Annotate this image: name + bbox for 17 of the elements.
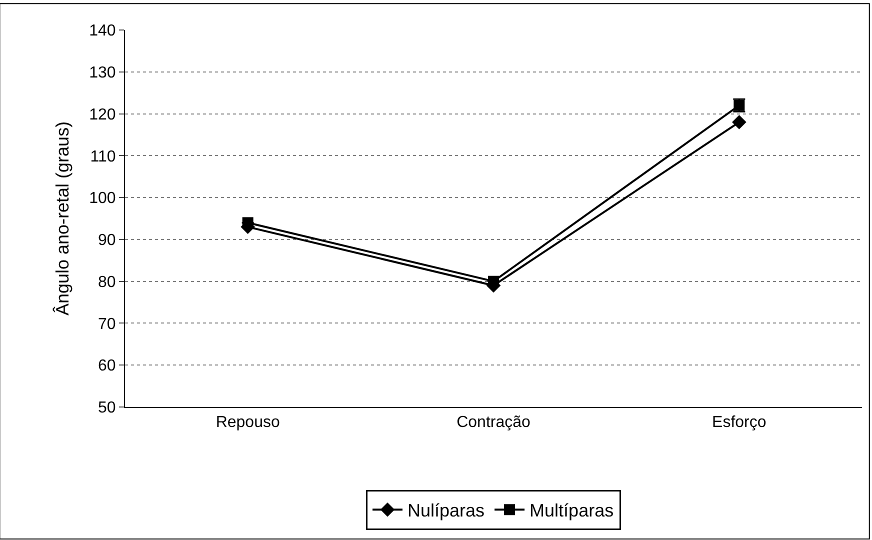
legend-label: Multíparas — [530, 500, 614, 521]
y-tick-label: 70 — [98, 316, 116, 333]
y-axis-title: Ângulo ano-retal (graus) — [52, 121, 72, 316]
y-tick-label: 100 — [89, 190, 116, 208]
point — [732, 115, 746, 130]
y-tick-label: 90 — [98, 232, 116, 250]
x-tick-label: Esforço — [712, 414, 766, 432]
y-tick-label: 50 — [98, 400, 116, 417]
x-tick-label: Contração — [456, 414, 531, 432]
y-tick-label: 110 — [90, 148, 116, 166]
x-tick-label: Repouso — [216, 414, 280, 432]
y-tick-label: 140 — [89, 22, 116, 40]
y-tick-label: 60 — [98, 358, 116, 375]
y-tick-label: 130 — [89, 64, 116, 82]
y-tick-label: 80 — [98, 274, 116, 291]
y-tick-label: 120 — [89, 106, 116, 124]
legend-label: Nulíparas — [408, 500, 485, 521]
